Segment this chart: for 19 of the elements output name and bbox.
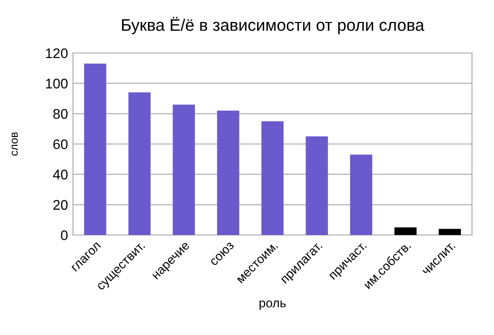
chart-title: Буква Ё/ё в зависимости от роли слова: [122, 16, 424, 34]
bar: [128, 92, 151, 235]
bar: [350, 154, 372, 235]
y-tick-label: 80: [53, 109, 68, 119]
bar: [217, 110, 240, 235]
x-axis-title: роль: [260, 300, 286, 310]
y-tick-label: 120: [46, 48, 68, 58]
y-tick-label: 20: [53, 200, 68, 210]
y-axis-title: слов: [12, 132, 18, 156]
bar: [172, 104, 195, 235]
y-tick-label: 40: [53, 170, 68, 180]
bar: [261, 121, 284, 235]
bar: [394, 227, 417, 235]
bar: [84, 64, 106, 235]
bar: [438, 228, 461, 235]
y-tick-label: 100: [46, 78, 68, 89]
bar: [306, 136, 328, 235]
y-tick-label: 60: [53, 139, 68, 150]
y-tick-label: 0: [60, 230, 68, 240]
